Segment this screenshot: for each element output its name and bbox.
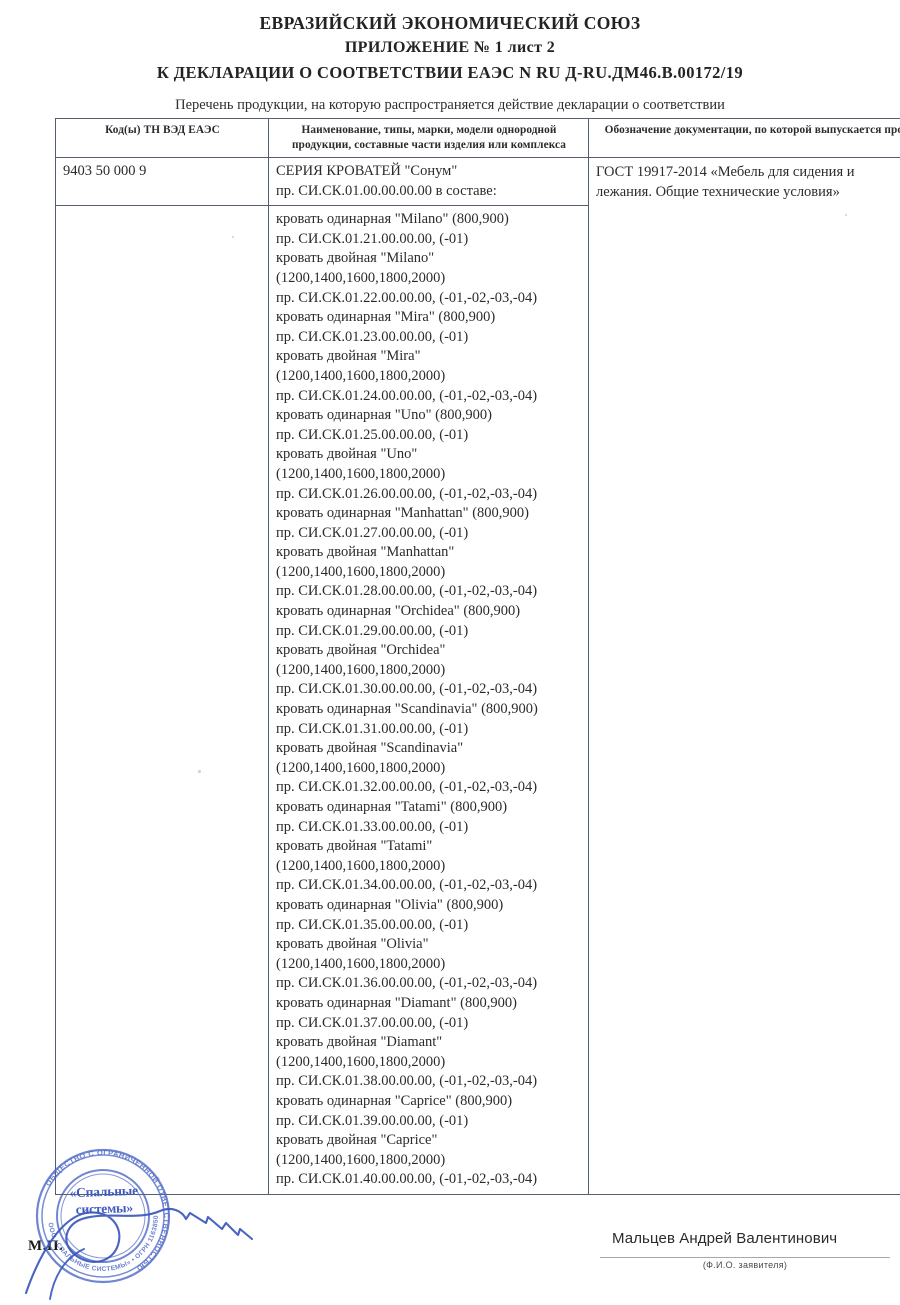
product-item-line: кровать двойная "Orchidea" xyxy=(276,641,582,661)
stamp-place-label: М.П. xyxy=(28,1238,63,1255)
cell-code-continuation xyxy=(56,206,269,1195)
cell-tnved-code: 9403 50 000 9 xyxy=(56,158,269,206)
document-header: ЕВРАЗИЙСКИЙ ЭКОНОМИЧЕСКИЙ СОЮЗ ПРИЛОЖЕНИ… xyxy=(0,0,900,85)
doc-ref-line-2: лежания. Общие технические условия» xyxy=(596,182,900,202)
product-item-line: пр. СИ.СК.01.26.00.00.00, (-01,-02,-03,-… xyxy=(276,485,582,505)
product-item-line: пр. СИ.СК.01.25.00.00.00, (-01) xyxy=(276,426,582,446)
product-item-line: пр. СИ.СК.01.40.00.00.00, (-01,-02,-03,-… xyxy=(276,1170,582,1190)
product-item-line: кровать одинарная "Caprice" (800,900) xyxy=(276,1092,582,1112)
product-list-caption: Перечень продукции, на которую распростр… xyxy=(0,97,900,114)
product-item-line: пр. СИ.СК.01.37.00.00.00, (-01) xyxy=(276,1014,582,1034)
product-item-line: пр. СИ.СК.01.23.00.00.00, (-01) xyxy=(276,328,582,348)
table-header-row: Код(ы) ТН ВЭД ЕАЭС Наименование, типы, м… xyxy=(56,119,900,158)
product-item-line: (1200,1400,1600,1800,2000) xyxy=(276,661,582,681)
product-item-line: кровать одинарная "Mira" (800,900) xyxy=(276,308,582,328)
document-footer: М.П. Мальцев Андрей Валентинович (Ф.И.О.… xyxy=(0,1222,900,1300)
header-line-appendix: ПРИЛОЖЕНИЕ № 1 лист 2 xyxy=(0,36,900,60)
product-item-line: (1200,1400,1600,1800,2000) xyxy=(276,465,582,485)
product-item-line: пр. СИ.СК.01.29.00.00.00, (-01) xyxy=(276,622,582,642)
product-item-line: (1200,1400,1600,1800,2000) xyxy=(276,563,582,583)
scan-speckle xyxy=(845,214,847,216)
signer-caption: (Ф.И.О. заявителя) xyxy=(600,1260,890,1270)
product-item-line: (1200,1400,1600,1800,2000) xyxy=(276,1151,582,1171)
seal-center-text: «Спальные системы» xyxy=(51,1181,156,1219)
product-item-line: кровать одинарная "Scandinavia" (800,900… xyxy=(276,700,582,720)
product-item-line: кровать двойная "Olivia" xyxy=(276,935,582,955)
product-item-line: пр. СИ.СК.01.27.00.00.00, (-01) xyxy=(276,524,582,544)
product-item-line: пр. СИ.СК.01.35.00.00.00, (-01) xyxy=(276,916,582,936)
product-item-line: (1200,1400,1600,1800,2000) xyxy=(276,759,582,779)
product-item-line: пр. СИ.СК.01.32.00.00.00, (-01,-02,-03,-… xyxy=(276,778,582,798)
product-item-line: кровать одинарная "Uno" (800,900) xyxy=(276,406,582,426)
product-item-line: пр. СИ.СК.01.21.00.00.00, (-01) xyxy=(276,230,582,250)
product-item-line: пр. СИ.СК.01.28.00.00.00, (-01,-02,-03,-… xyxy=(276,582,582,602)
product-item-line: кровать одинарная "Diamant" (800,900) xyxy=(276,994,582,1014)
table-row: 9403 50 000 9 СЕРИЯ КРОВАТЕЙ "Сонум" пр.… xyxy=(56,158,900,206)
product-item-line: кровать двойная "Milano" xyxy=(276,249,582,269)
product-item-line: пр. СИ.СК.01.30.00.00.00, (-01,-02,-03,-… xyxy=(276,680,582,700)
product-item-line: пр. СИ.СК.01.22.00.00.00, (-01,-02,-03,-… xyxy=(276,289,582,309)
product-item-line: (1200,1400,1600,1800,2000) xyxy=(276,367,582,387)
declaration-table: Код(ы) ТН ВЭД ЕАЭС Наименование, типы, м… xyxy=(55,118,900,1195)
product-item-line: пр. СИ.СК.01.36.00.00.00, (-01,-02,-03,-… xyxy=(276,974,582,994)
product-item-line: пр. СИ.СК.01.24.00.00.00, (-01,-02,-03,-… xyxy=(276,387,582,407)
product-item-line: (1200,1400,1600,1800,2000) xyxy=(276,269,582,289)
product-item-line: кровать двойная "Diamant" xyxy=(276,1033,582,1053)
product-item-line: кровать двойная "Scandinavia" xyxy=(276,739,582,759)
signer-divider xyxy=(600,1257,890,1258)
product-item-line: пр. СИ.СК.01.38.00.00.00, (-01,-02,-03,-… xyxy=(276,1072,582,1092)
signer-name: Мальцев Андрей Валентинович xyxy=(612,1230,837,1247)
product-item-line: кровать двойная "Tatami" xyxy=(276,837,582,857)
header-line-eaeu: ЕВРАЗИЙСКИЙ ЭКОНОМИЧЕСКИЙ СОЮЗ xyxy=(0,11,900,36)
column-header-product-name: Наименование, типы, марки, модели одноро… xyxy=(269,119,589,158)
column-header-documentation: Обозначение документации, по которой вып… xyxy=(589,119,900,158)
declaration-table-wrapper: Код(ы) ТН ВЭД ЕАЭС Наименование, типы, м… xyxy=(55,118,900,1222)
product-item-line: кровать одинарная "Tatami" (800,900) xyxy=(276,798,582,818)
scan-speckle xyxy=(232,236,234,238)
product-item-line: кровать двойная "Manhattan" xyxy=(276,543,582,563)
product-item-line: кровать двойная "Mira" xyxy=(276,347,582,367)
cell-documentation-reference: ГОСТ 19917-2014 «Мебель для сидения и ле… xyxy=(589,158,900,1195)
product-item-line: пр. СИ.СК.01.31.00.00.00, (-01) xyxy=(276,720,582,740)
product-item-line: пр. СИ.СК.01.39.00.00.00, (-01) xyxy=(276,1112,582,1132)
product-item-line: (1200,1400,1600,1800,2000) xyxy=(276,857,582,877)
product-item-line: кровать двойная "Caprice" xyxy=(276,1131,582,1151)
cell-series-title: СЕРИЯ КРОВАТЕЙ "Сонум" пр. СИ.СК.01.00.0… xyxy=(269,158,589,206)
seal-center-line-2: системы» xyxy=(52,1198,157,1219)
product-item-line: пр. СИ.СК.01.33.00.00.00, (-01) xyxy=(276,818,582,838)
product-item-line: кровать двойная "Uno" xyxy=(276,445,582,465)
product-item-line: кровать одинарная "Milano" (800,900) xyxy=(276,210,582,230)
product-item-line: (1200,1400,1600,1800,2000) xyxy=(276,955,582,975)
column-header-code: Код(ы) ТН ВЭД ЕАЭС xyxy=(56,119,269,158)
product-item-line: кровать одинарная "Orchidea" (800,900) xyxy=(276,602,582,622)
product-item-line: кровать одинарная "Manhattan" (800,900) xyxy=(276,504,582,524)
series-title-line: СЕРИЯ КРОВАТЕЙ "Сонум" xyxy=(276,162,582,182)
product-item-line: пр. СИ.СК.01.34.00.00.00, (-01,-02,-03,-… xyxy=(276,876,582,896)
header-line-declaration: К ДЕКЛАРАЦИИ О СООТВЕТСТВИИ ЕАЭС N RU Д-… xyxy=(0,60,900,85)
product-item-line: кровать одинарная "Olivia" (800,900) xyxy=(276,896,582,916)
product-item-line: (1200,1400,1600,1800,2000) xyxy=(276,1053,582,1073)
scan-speckle xyxy=(198,770,201,773)
series-subtitle-line: пр. СИ.СК.01.00.00.00.00 в составе: xyxy=(276,182,582,202)
doc-ref-line-1: ГОСТ 19917-2014 «Мебель для сидения и xyxy=(596,162,900,182)
product-items-container: кровать одинарная "Milano" (800,900)пр. … xyxy=(276,210,582,1190)
cell-product-items-list: кровать одинарная "Milano" (800,900)пр. … xyxy=(269,206,589,1195)
